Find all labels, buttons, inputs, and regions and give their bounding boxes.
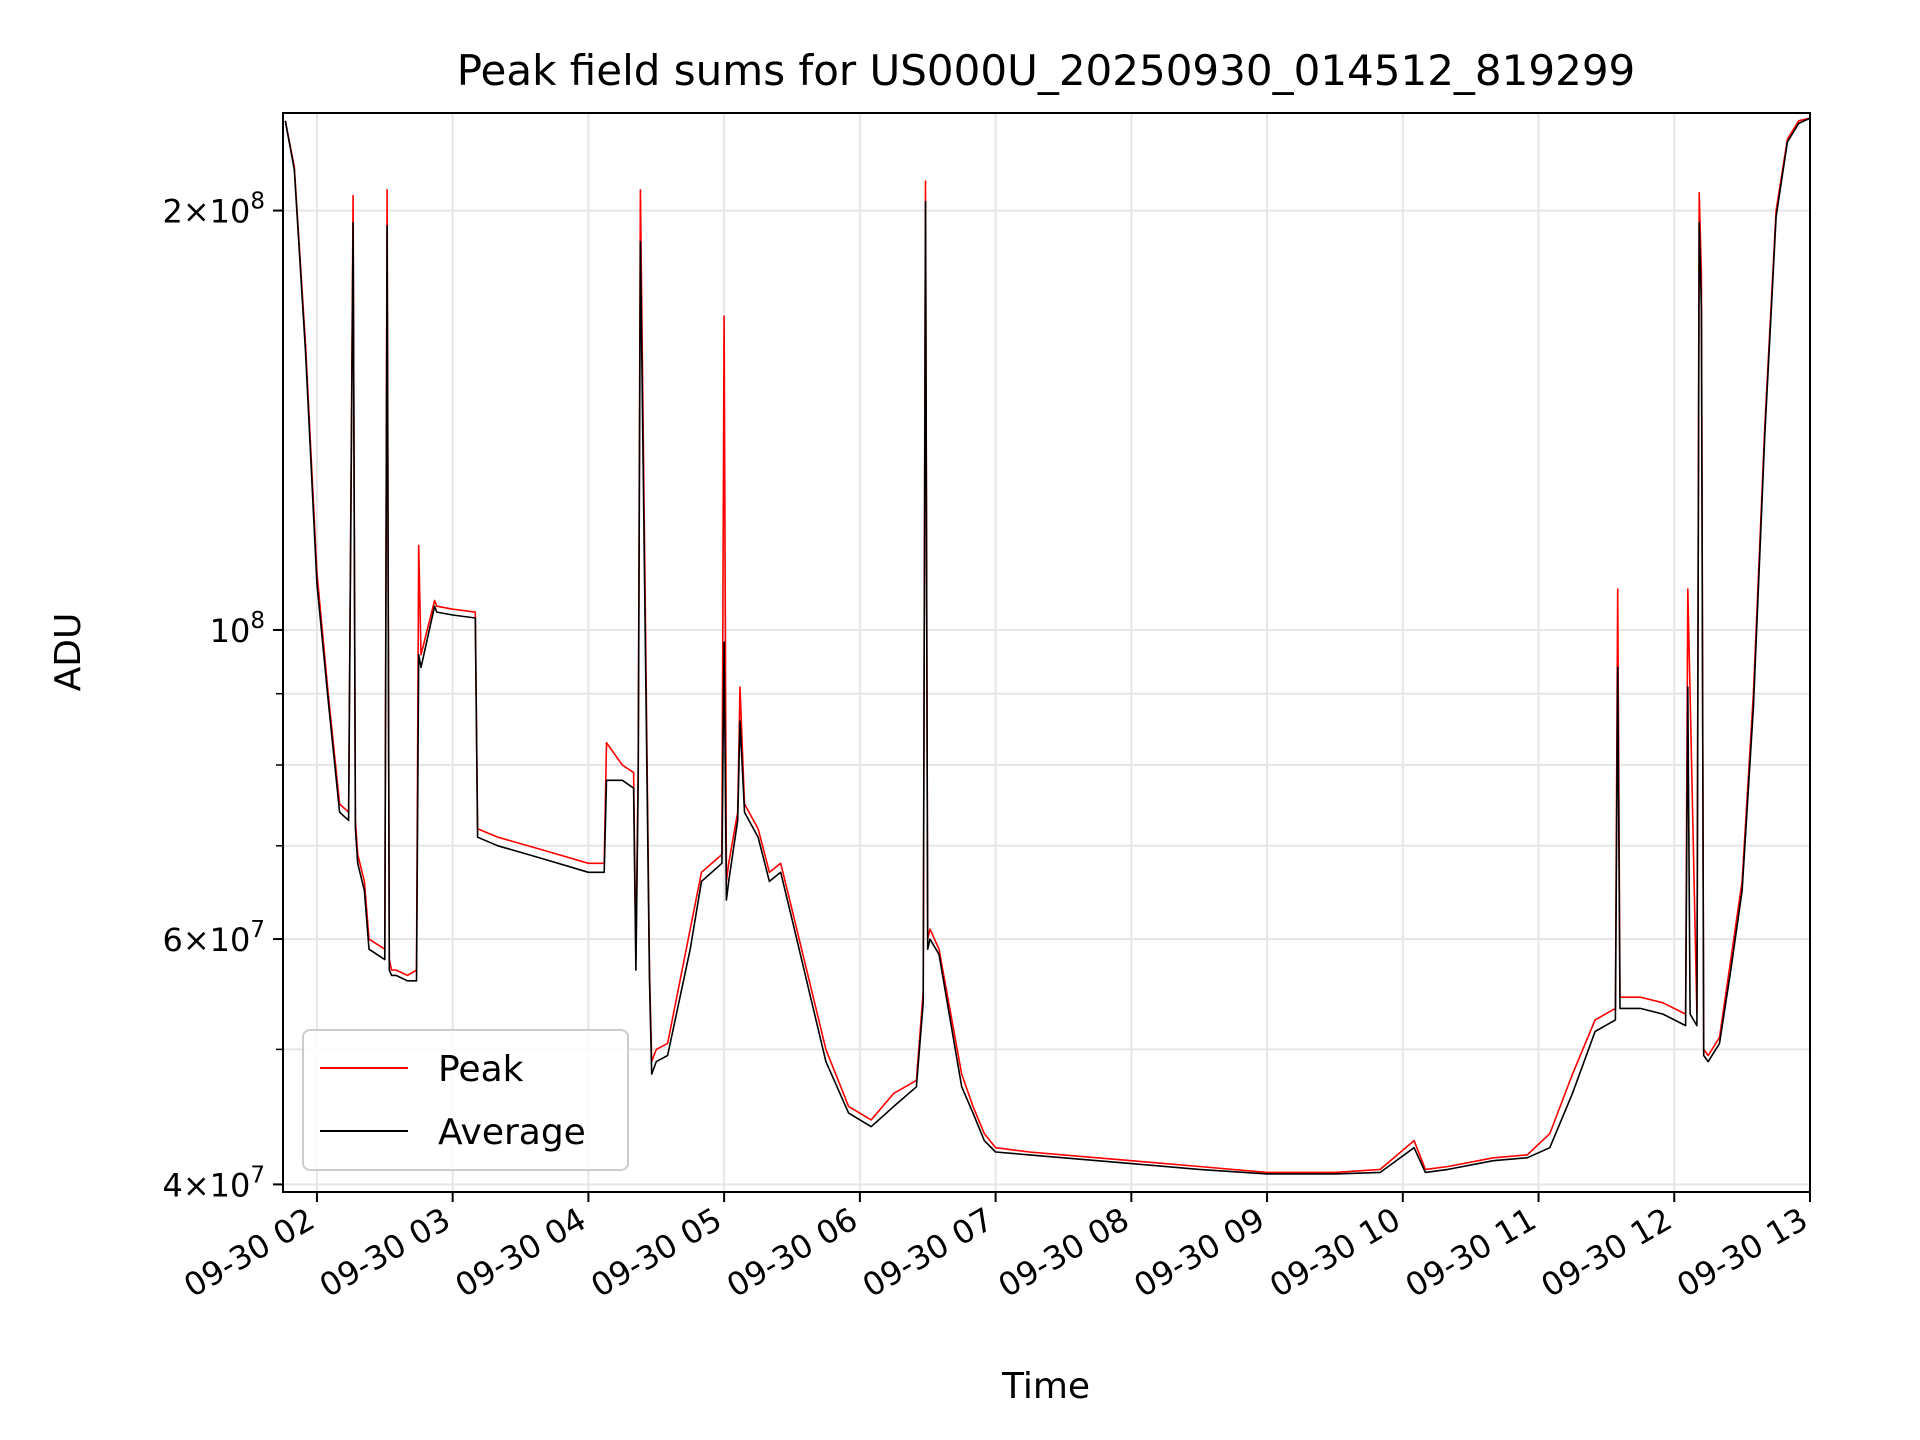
legend-label-peak: Peak: [438, 1049, 524, 1090]
y-tick-label: 108: [210, 608, 265, 650]
y-tick-label: 2×108: [162, 189, 265, 231]
series-line-average: [284, 117, 1810, 1175]
legend-box: [302, 1029, 629, 1171]
series-lines: [284, 117, 1810, 1175]
legend: Peak Average: [302, 1029, 629, 1171]
chart-title: Peak field sums for US000U_20250930_0145…: [457, 46, 1636, 95]
series-line-peak: [284, 117, 1810, 1174]
legend-label-average: Average: [438, 1112, 586, 1153]
x-axis-label: Time: [1001, 1366, 1090, 1407]
plot-frame: [282, 112, 1811, 1193]
y-tick-label: 4×107: [162, 1162, 265, 1204]
y-axis-label: ADU: [48, 613, 89, 692]
y-tick-label: 6×107: [162, 917, 265, 959]
